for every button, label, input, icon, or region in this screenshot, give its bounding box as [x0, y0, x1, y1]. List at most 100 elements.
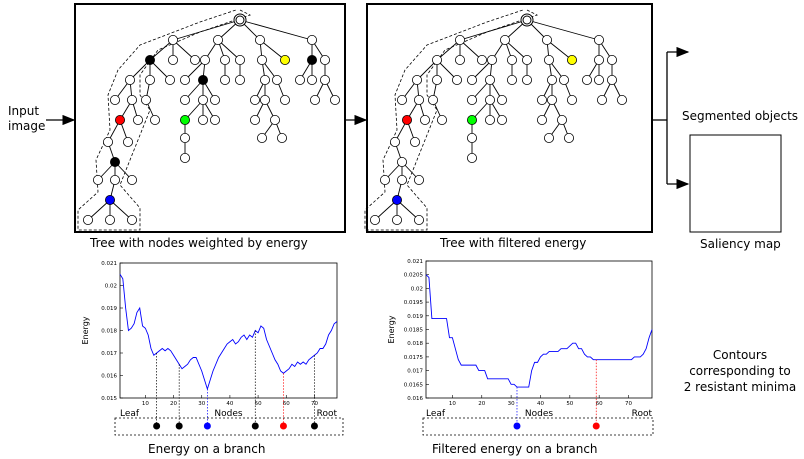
tree-node [484, 115, 495, 126]
tree-node [557, 115, 568, 126]
tree-node [199, 55, 210, 66]
y-tick-label: 0.02 [105, 284, 117, 290]
tree-node [179, 95, 190, 106]
input-image-label: Input image [8, 104, 45, 134]
tree-node [411, 75, 422, 86]
tree-node [544, 132, 555, 143]
leaf-label: Leaf [426, 409, 446, 419]
tree-node-black [110, 156, 121, 167]
tree-node-yellow [567, 55, 578, 66]
tree-node-green [466, 115, 477, 126]
tree-node [103, 136, 114, 147]
tree-node [279, 95, 290, 106]
tree-edge [172, 19, 241, 41]
tree-node [179, 152, 190, 163]
tree-node [476, 55, 487, 66]
segmented-objects-label: Segmented objects [682, 109, 799, 123]
tree-node [537, 115, 548, 126]
tree-edge [526, 19, 600, 41]
tree-node [234, 75, 245, 86]
tree-node-black [144, 55, 155, 66]
tree-node-black [197, 75, 208, 86]
x-tick-label: 20 [478, 401, 485, 407]
contours-line1: Contours [712, 348, 768, 362]
saliency-map-label: Saliency map [700, 237, 781, 251]
tree-node [219, 75, 230, 86]
tree-node [93, 174, 104, 185]
x-tick-label: 60 [596, 401, 603, 407]
y-tick-label: 0.017 [101, 351, 117, 357]
tree-node [617, 95, 628, 106]
root-label: Root [632, 409, 653, 419]
tree-node [209, 95, 220, 106]
energy-curve [425, 274, 653, 388]
y-axis-label: Energy [387, 315, 396, 343]
tree-node [499, 35, 510, 46]
tree-node-green [179, 115, 190, 126]
tree-edge [149, 39, 174, 61]
tree-edge [436, 39, 461, 61]
x-tick-label: 20 [170, 401, 177, 407]
tree-node [127, 214, 138, 225]
saliency-map-box [689, 134, 782, 233]
y-tick-label: 0.021 [101, 261, 117, 267]
branch-marker-black [175, 422, 183, 430]
energy-chart: 10 20 30 40 50 60 700.0150.0160.0170.0180.0190… [81, 261, 337, 430]
input-label-line2: image [8, 119, 46, 133]
tree-node [276, 132, 287, 143]
tree-node [409, 136, 420, 147]
x-tick-label: 40 [537, 401, 544, 407]
input-label-line1: Input [8, 104, 40, 118]
branch-marker-red [279, 422, 287, 430]
y-tick-label: 0.017 [407, 369, 423, 375]
tree2-caption: Tree with filtered energy [440, 236, 587, 250]
tree-node [396, 174, 407, 185]
branch-marker-red [592, 422, 600, 430]
tree-node [466, 132, 477, 143]
tree-node [413, 95, 424, 106]
x-tick-label: 50 [566, 401, 573, 407]
tree-node [389, 136, 400, 147]
tree-node-yellow [279, 55, 290, 66]
tree-node [319, 75, 330, 86]
tree-node [306, 75, 317, 86]
tree-node [167, 35, 178, 46]
tree-node [466, 75, 477, 86]
branch-marker-black [153, 422, 161, 430]
branch-outline [364, 9, 539, 231]
contours-line3: 2 resistant minima [683, 380, 797, 394]
tree-node [164, 75, 175, 86]
y-tick-label: 0.016 [407, 396, 423, 402]
tree-node [594, 35, 605, 46]
y-tick-label: 0.015 [101, 396, 117, 402]
x-tick-label: 60 [283, 401, 290, 407]
branch-strip-1 [114, 417, 344, 436]
tree-node [466, 152, 477, 163]
y-axis-label: Energy [81, 316, 90, 344]
tree-node [309, 95, 320, 106]
tree-node [496, 115, 507, 126]
tree-edge [259, 39, 286, 61]
tree-node [597, 95, 608, 106]
tree-node [149, 115, 160, 126]
tree-node [559, 75, 570, 86]
y-tick-label: 0.021 [407, 259, 423, 265]
tree-node [396, 95, 407, 106]
tree-node [125, 75, 136, 86]
tree-node [234, 55, 245, 66]
tree-node [369, 214, 380, 225]
tree-node [544, 55, 555, 66]
tree-node [256, 55, 267, 66]
tree-node [542, 35, 553, 46]
x-tick-label: 30 [508, 401, 515, 407]
tree-node [451, 75, 462, 86]
tree-node [431, 55, 442, 66]
tree-node [484, 75, 495, 86]
x-tick-label: 30 [198, 401, 205, 407]
energy-curve [119, 274, 338, 391]
tree-node [127, 174, 138, 185]
tree1 [77, 9, 340, 231]
branch-marker-black [310, 422, 318, 430]
tree-node [256, 132, 267, 143]
